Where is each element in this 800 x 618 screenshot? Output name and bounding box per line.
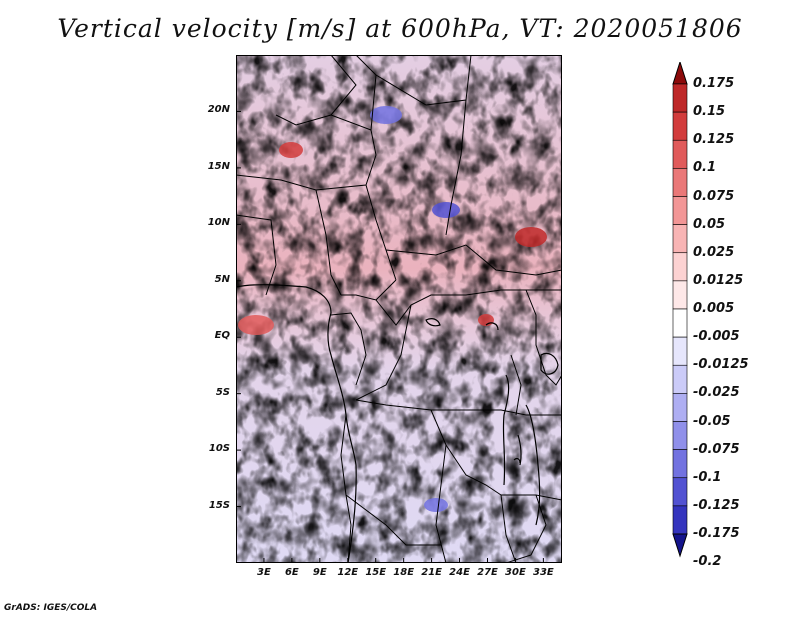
colorbar <box>672 62 688 558</box>
lat-tick-label: 5S <box>215 386 230 398</box>
lon-tick-label: 15E <box>365 567 387 578</box>
lon-tick-label: 21E <box>421 567 442 578</box>
colorbar-level-label: 0.075 <box>693 188 735 204</box>
colorbar-level-label: 0.0125 <box>693 272 744 288</box>
lon-tick-label: 24E <box>449 567 470 578</box>
lon-tick-label: 18E <box>393 567 415 578</box>
colorbar-level-label: -0.0125 <box>693 357 749 373</box>
lon-tick-label: 6E <box>284 567 299 578</box>
lon-tick-label: 27E <box>477 567 498 578</box>
colorbar-segment <box>672 449 688 479</box>
colorbar-level-label: -0.125 <box>693 497 740 513</box>
colorbar-segment <box>672 168 688 197</box>
colorbar-level-label: 0.05 <box>693 216 726 232</box>
colorbar-level-label: 0.175 <box>693 76 735 91</box>
colorbar-segment <box>672 505 688 535</box>
colorbar-level-label: -0.025 <box>693 385 740 401</box>
chart-title: Vertical velocity [m/s] at 600hPa, VT: 2… <box>57 14 743 43</box>
colorbar-level-label: -0.1 <box>693 469 722 485</box>
coastlines <box>236 284 559 563</box>
colorbar-level-label: 0.025 <box>693 244 735 260</box>
vertical-velocity-field <box>236 55 562 563</box>
colorbar-segment <box>672 336 688 366</box>
colorbar-segment <box>672 477 688 507</box>
lat-tick-label: 10N <box>207 217 230 229</box>
colorbar-segment <box>672 393 688 422</box>
colorbar-segment <box>672 224 688 254</box>
colorbar-level-label: 0.15 <box>693 104 726 120</box>
colorbar-segment <box>672 111 688 141</box>
colorbar-segment <box>672 252 688 282</box>
grads-credit: GrADS: IGES/COLA <box>4 603 98 613</box>
colorbar-bottom-arrow <box>672 533 688 558</box>
colorbar-segment <box>672 421 688 450</box>
colorbar-segment <box>672 280 688 310</box>
colorbar-top-arrow <box>672 62 688 85</box>
colorbar-level-label: 0.1 <box>693 160 717 176</box>
colorbar-level-label: -0.075 <box>693 441 740 457</box>
colorbar-level-label: -0.05 <box>693 413 731 429</box>
colorbar-level-label: 0.125 <box>693 132 735 148</box>
colorbar-segment <box>672 308 688 338</box>
map-frame <box>236 55 562 563</box>
colorbar-segment <box>672 83 688 113</box>
colorbar-segment <box>672 196 688 225</box>
lon-tick-label: 30E <box>505 567 526 578</box>
lon-tick-label: 33E <box>532 567 554 578</box>
colorbar-segment <box>672 139 688 169</box>
lat-tick-label: 20N <box>207 104 230 116</box>
colorbar-level-label: 0.005 <box>693 301 735 316</box>
colorbar-level-label: -0.175 <box>693 526 740 541</box>
map-panel: 20N 15N 10N 5N EQ 5S 10S 15S 3E 6E 9E 12E 15E 18E 21E… <box>208 55 562 578</box>
colorbar-level-label: -0.005 <box>693 329 740 345</box>
lat-tick-label: 10S <box>208 443 230 455</box>
colorbar-segment <box>672 364 688 394</box>
lat-tick-label: EQ <box>214 330 230 342</box>
lon-tick-label: 12E <box>337 567 359 578</box>
lon-tick-label: 9E <box>312 567 327 578</box>
colorbar-level-label: -0.2 <box>693 554 722 570</box>
field-ascent-noise <box>236 55 562 563</box>
lat-tick-label: 15S <box>208 499 230 511</box>
lat-tick-label: 15N <box>207 160 230 172</box>
lat-tick-label: 5N <box>214 273 230 285</box>
lon-tick-label: 3E <box>257 567 271 578</box>
